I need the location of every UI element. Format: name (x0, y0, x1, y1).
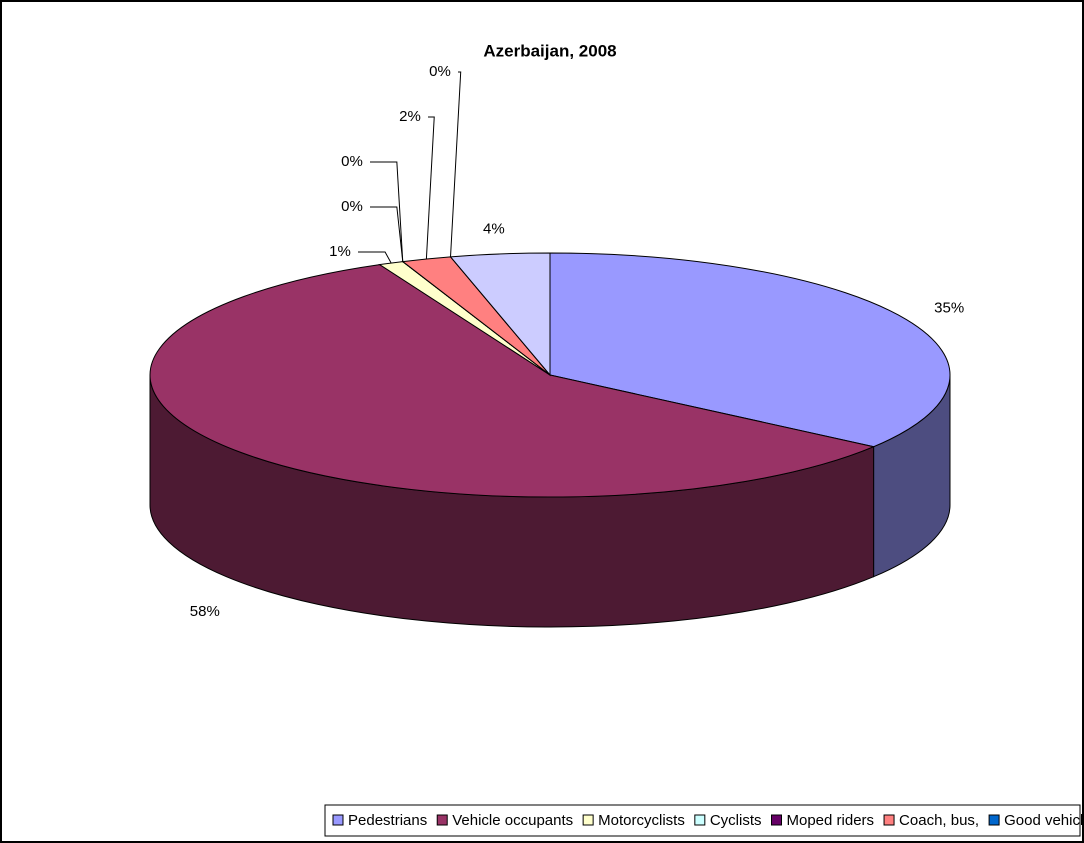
data-label: 0% (341, 198, 363, 215)
leader-line (425, 116, 435, 259)
legend-swatch (436, 814, 448, 826)
legend-label: Good vehicles (1004, 812, 1084, 829)
legend-label: Vehicle occupants (452, 812, 573, 829)
legend-swatch (694, 814, 706, 826)
slice (549, 252, 951, 448)
legend-swatch (771, 814, 782, 826)
slice (149, 264, 876, 498)
legend-label: Cyclists (710, 812, 762, 829)
leader-line (370, 206, 404, 262)
legend-swatch (332, 814, 344, 826)
data-label: 1% (329, 243, 351, 260)
data-label: 4% (483, 221, 505, 238)
leader-line (358, 251, 392, 264)
legend-swatch (988, 814, 1000, 826)
legend-label: Motorcyclists (598, 812, 685, 829)
data-label: 35% (934, 300, 964, 317)
data-label: 2% (399, 108, 421, 125)
legend-label: Pedestrians (348, 812, 427, 829)
data-label: 0% (341, 153, 363, 170)
chart-title: Azerbaijan, 2008 (483, 41, 616, 60)
legend-swatch (883, 814, 895, 826)
leader-line (370, 161, 404, 262)
legend-label: Coach, bus, (899, 812, 979, 829)
data-label: 58% (190, 603, 220, 620)
legend-swatch (582, 814, 594, 826)
leader-line (450, 71, 462, 257)
legend-label: Moped riders (787, 812, 875, 829)
data-label: 0% (429, 63, 451, 80)
